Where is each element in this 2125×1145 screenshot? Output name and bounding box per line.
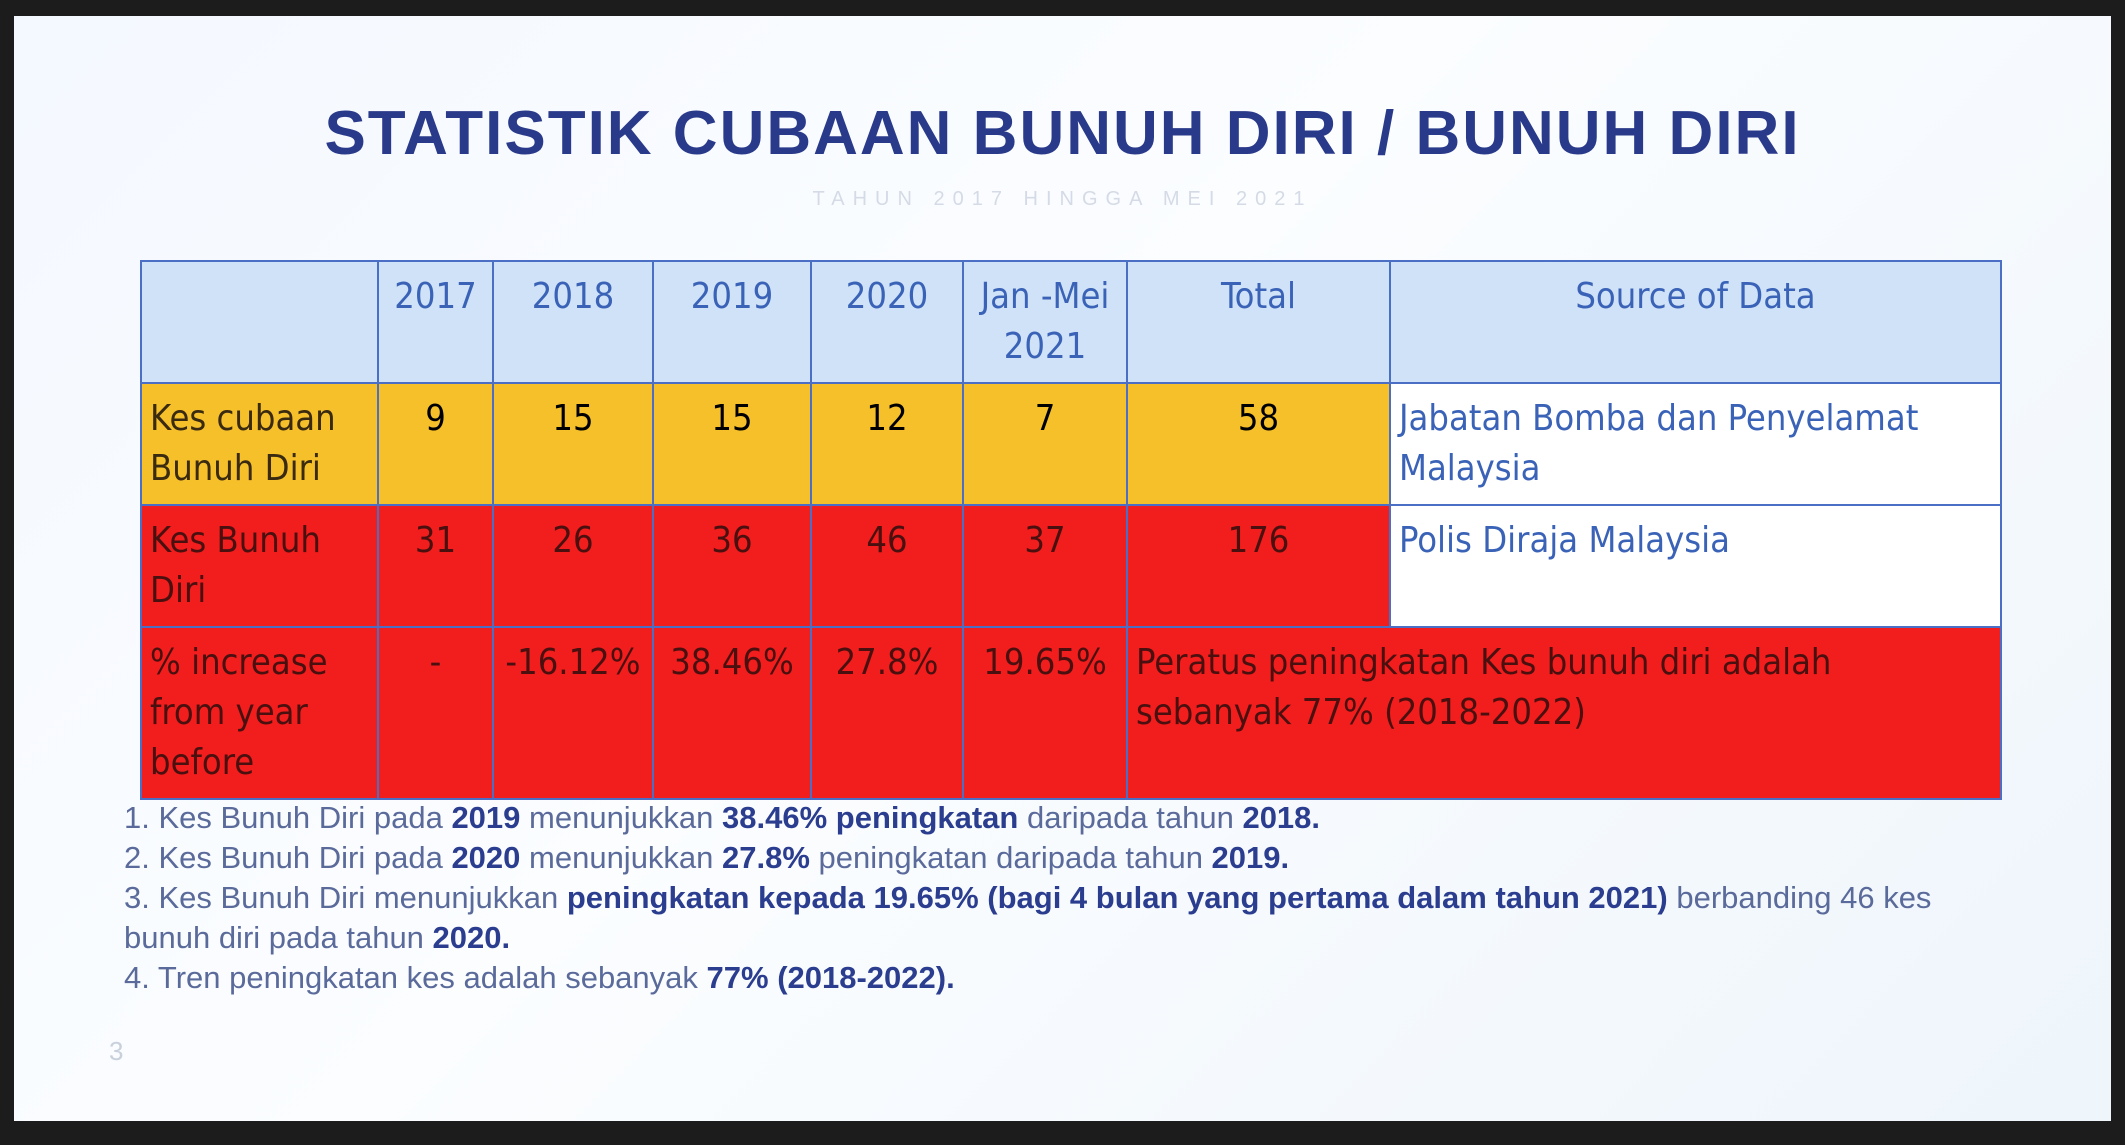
value-cell: 7 (962, 382, 1128, 506)
row: Kes Bunuh Diri 31 26 36 46 37 176 Polis Diraja … (140, 504, 2002, 628)
value-cell: 46 (810, 504, 964, 628)
table-body: 2017 2018 2019 2020 Jan -Mei 2021 Total Source… (140, 260, 2002, 800)
value-cell: 36 (652, 504, 812, 628)
value-cell: 15 (652, 382, 812, 506)
value-cell: 31 (377, 504, 494, 628)
title: STATISTIK CUBAAN BUNUH DIRI / BUNUH DIRI (324, 99, 1801, 168)
note-bold: 2020 (451, 840, 521, 875)
note-line: 2. Kes Bunuh Diri pada 2020 menunjukkan … (124, 838, 2004, 878)
value-cell: 27.8% (810, 626, 964, 800)
slide: STATISTIK CUBAAN BUNUH DIRI / BUNUH DIRI… (14, 16, 2111, 1121)
column-header: 2018 (492, 260, 654, 384)
empty-cell (140, 260, 379, 384)
note-bold: 2018. (1242, 800, 1321, 835)
statistics-table: 2017 2018 2019 2020 Jan -Mei 2021 Total Source… (140, 260, 2002, 800)
column-header: Source of Data (1389, 260, 2002, 384)
page-number: 3 (109, 1036, 124, 1066)
note-bold: (bagi 4 bulan yang pertama dalam tahun 2… (987, 880, 1668, 915)
notes: 1. Kes Bunuh Diri pada 2019 menunjukkan … (124, 798, 2004, 998)
total-cell: 58 (1126, 382, 1391, 506)
note-bold: 38.46% peningkatan (722, 800, 1019, 835)
value-cell: 19.65% (962, 626, 1128, 800)
value-cell: 9 (377, 382, 494, 506)
value-cell: 37 (962, 504, 1128, 628)
note-bold: 2019 (451, 800, 521, 835)
note-bold: peningkatan kepada 19.65% (566, 880, 979, 915)
subtitle: TAHUN 2017 HINGGA MEI 2021 (812, 188, 1313, 210)
note-text: daripada tahun (1018, 800, 1243, 835)
note-text: 2. Kes Bunuh Diri pada (124, 840, 452, 875)
value-cell: 26 (492, 504, 654, 628)
note-text: 4. Tren peningkatan kes adalah sebanyak (124, 960, 707, 995)
value-cell: -16.12% (492, 626, 654, 800)
note-text: 1. Kes Bunuh Diri pada (124, 800, 452, 835)
note-text: 3. Kes Bunuh Diri menunjukkan (124, 880, 567, 915)
note-bold: 2020. (432, 920, 511, 955)
row: Kes cubaan Bunuh Diri 9 15 15 12 7 58 Jabatan B… (140, 382, 2002, 506)
row: % increase from year before - -16.12% 38.46… (140, 626, 2002, 800)
source-cell: Jabatan Bomba dan Penyelamat Malaysia (1389, 382, 2002, 506)
row-label: Kes cubaan Bunuh Diri (140, 382, 379, 506)
note-text: menunjukkan (520, 840, 723, 875)
value-cell: 38.46% (652, 626, 812, 800)
column-header: Jan -Mei 2021 (962, 260, 1128, 384)
note-text: berbanding 46 kes bunuh diri pada tahun (124, 880, 1932, 955)
column-header: 2019 (652, 260, 812, 384)
value-cell: 15 (492, 382, 654, 506)
column-header: 2020 (810, 260, 964, 384)
note-line: 4. Tren peningkatan kes adalah sebanyak … (124, 958, 2004, 998)
value-cell: 12 (810, 382, 964, 506)
header-row: 2017 2018 2019 2020 Jan -Mei 2021 Total Source… (140, 260, 2002, 384)
note-bold: 27.8% (722, 840, 810, 875)
source-cell: Polis Diraja Malaysia (1389, 504, 2002, 628)
row-label: Kes Bunuh Diri (140, 504, 379, 628)
note-line: 1. Kes Bunuh Diri pada 2019 menunjukkan … (124, 798, 2004, 838)
column-header: 2017 (377, 260, 494, 384)
column-header: Total (1126, 260, 1391, 384)
row-label: % increase from year before (140, 626, 379, 800)
note-text: menunjukkan (520, 800, 723, 835)
note-line: 3. Kes Bunuh Diri menunjukkan peningkata… (124, 878, 2004, 958)
note-text (979, 880, 988, 915)
note-bold: 2019. (1211, 840, 1290, 875)
note-cell: Peratus peningkatan Kes bunuh diri adala… (1126, 626, 2002, 800)
total-cell: 176 (1126, 504, 1391, 628)
note-bold: 77% (2018-2022). (706, 960, 955, 995)
value-cell: - (377, 626, 494, 800)
note-text: peningkatan daripada tahun (809, 840, 1212, 875)
